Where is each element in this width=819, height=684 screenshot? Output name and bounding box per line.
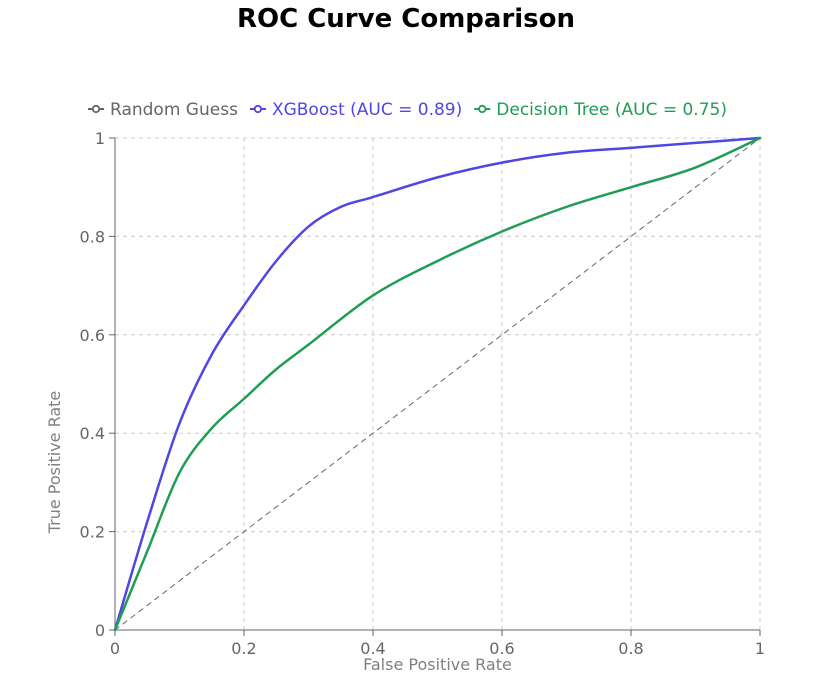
x-tick-label: 1 (755, 639, 765, 658)
x-tick-label: 0.6 (489, 639, 514, 658)
legend-marker-icon (478, 104, 487, 114)
legend-marker-icon (253, 104, 263, 114)
x-tick-label: 0.2 (231, 639, 256, 658)
x-axis-label: False Positive Rate (363, 655, 512, 674)
series-line-1 (113, 136, 762, 632)
y-tick-label: 0.6 (80, 326, 105, 345)
series-group (113, 136, 762, 632)
axes: 0 0.2 0.4 0.6 0.8 1 0 0.2 0.4 0.6 0.8 1 (80, 129, 766, 658)
y-axis-label: True Positive Rate (45, 391, 64, 535)
series-line-2 (113, 136, 762, 632)
legend-label: XGBoost (AUC = 0.89) (272, 100, 462, 120)
y-tick-label: 1 (95, 129, 105, 148)
x-tick-label: 0.4 (360, 639, 385, 658)
y-tick-label: 0 (95, 621, 105, 640)
legend: Random Guess XGBoost (AUC = 0.89) Decision… (88, 100, 727, 120)
legend-item: XGBoost (AUC = 0.89) (249, 100, 462, 120)
legend-marker-icon (91, 104, 101, 114)
y-tick-label: 0.2 (80, 523, 105, 542)
x-tick-label: 0.8 (618, 639, 643, 658)
x-tick-label: 0 (110, 639, 120, 658)
y-tick-label: 0.4 (80, 424, 105, 443)
chart-title: ROC Curve Comparison (236, 4, 576, 34)
series-line-0 (114, 137, 761, 631)
legend-label: Random Guess (110, 100, 238, 120)
legend-item: Random Guess (88, 100, 238, 120)
legend-label: Decision Tree (AUC = 0.75) (496, 100, 727, 120)
legend-item: Decision Tree (AUC = 0.75) (474, 100, 727, 120)
y-tick-label: 0.8 (80, 227, 105, 246)
